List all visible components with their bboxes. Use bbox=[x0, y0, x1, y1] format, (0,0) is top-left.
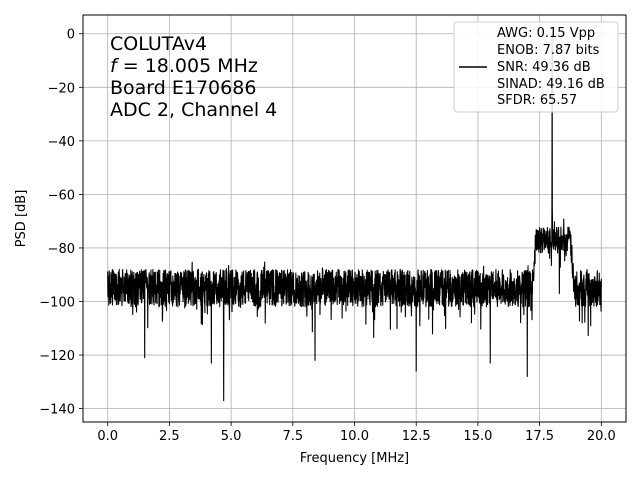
y-tick-label: −60 bbox=[48, 188, 75, 203]
x-axis-label: Frequency [MHz] bbox=[300, 451, 409, 466]
legend-entry-awg: AWG: 0.15 Vpp bbox=[497, 26, 595, 41]
x-ticks: 0.0 2.5 5.0 7.5 10.0 12.5 15.0 17.5 20.0 bbox=[97, 422, 616, 444]
annotation-block: COLUTAv4 f = 18.005 MHz Board E170686 AD… bbox=[110, 33, 277, 121]
annotation-frequency-symbol: f bbox=[110, 55, 120, 77]
x-tick-label: 0.0 bbox=[97, 429, 118, 444]
y-tick-label: −20 bbox=[48, 81, 75, 96]
psd-series bbox=[107, 33, 602, 402]
x-tick-label: 5.0 bbox=[221, 429, 242, 444]
y-tick-label: −40 bbox=[48, 135, 75, 150]
psd-line bbox=[107, 33, 602, 402]
legend-entry-snr: SNR: 49.36 dB bbox=[497, 60, 591, 75]
y-tick-label: −80 bbox=[48, 242, 75, 257]
y-tick-label: −140 bbox=[39, 403, 75, 418]
annotation-frequency-value: = 18.005 MHz bbox=[117, 55, 258, 77]
x-tick-label: 10.0 bbox=[340, 429, 369, 444]
y-tick-label: 0 bbox=[67, 28, 75, 43]
y-tick-label: −120 bbox=[39, 349, 75, 364]
x-tick-label: 7.5 bbox=[282, 429, 303, 444]
annotation-line-2: f = 18.005 MHz bbox=[110, 55, 258, 77]
annotation-line-4: ADC 2, Channel 4 bbox=[110, 99, 277, 121]
x-tick-label: 17.5 bbox=[525, 429, 554, 444]
legend-entry-sinad: SINAD: 49.16 dB bbox=[497, 77, 605, 92]
y-ticks: 0 −20 −40 −60 −80 −100 −120 −140 bbox=[39, 28, 83, 418]
y-tick-label: −100 bbox=[39, 296, 75, 311]
annotation-line-1: COLUTAv4 bbox=[110, 33, 207, 55]
y-axis-label: PSD [dB] bbox=[14, 190, 29, 248]
legend-entry-enob: ENOB: 7.87 bits bbox=[497, 43, 600, 58]
x-tick-label: 2.5 bbox=[159, 429, 180, 444]
x-tick-label: 12.5 bbox=[402, 429, 431, 444]
x-tick-label: 15.0 bbox=[463, 429, 492, 444]
legend-box bbox=[453, 21, 619, 113]
legend-entry-sfdr: SFDR: 65.57 bbox=[497, 93, 577, 108]
x-tick-label: 20.0 bbox=[587, 429, 616, 444]
legend: AWG: 0.15 Vpp ENOB: 7.87 bits SNR: 49.36… bbox=[453, 21, 619, 113]
annotation-line-3: Board E170686 bbox=[110, 77, 256, 99]
